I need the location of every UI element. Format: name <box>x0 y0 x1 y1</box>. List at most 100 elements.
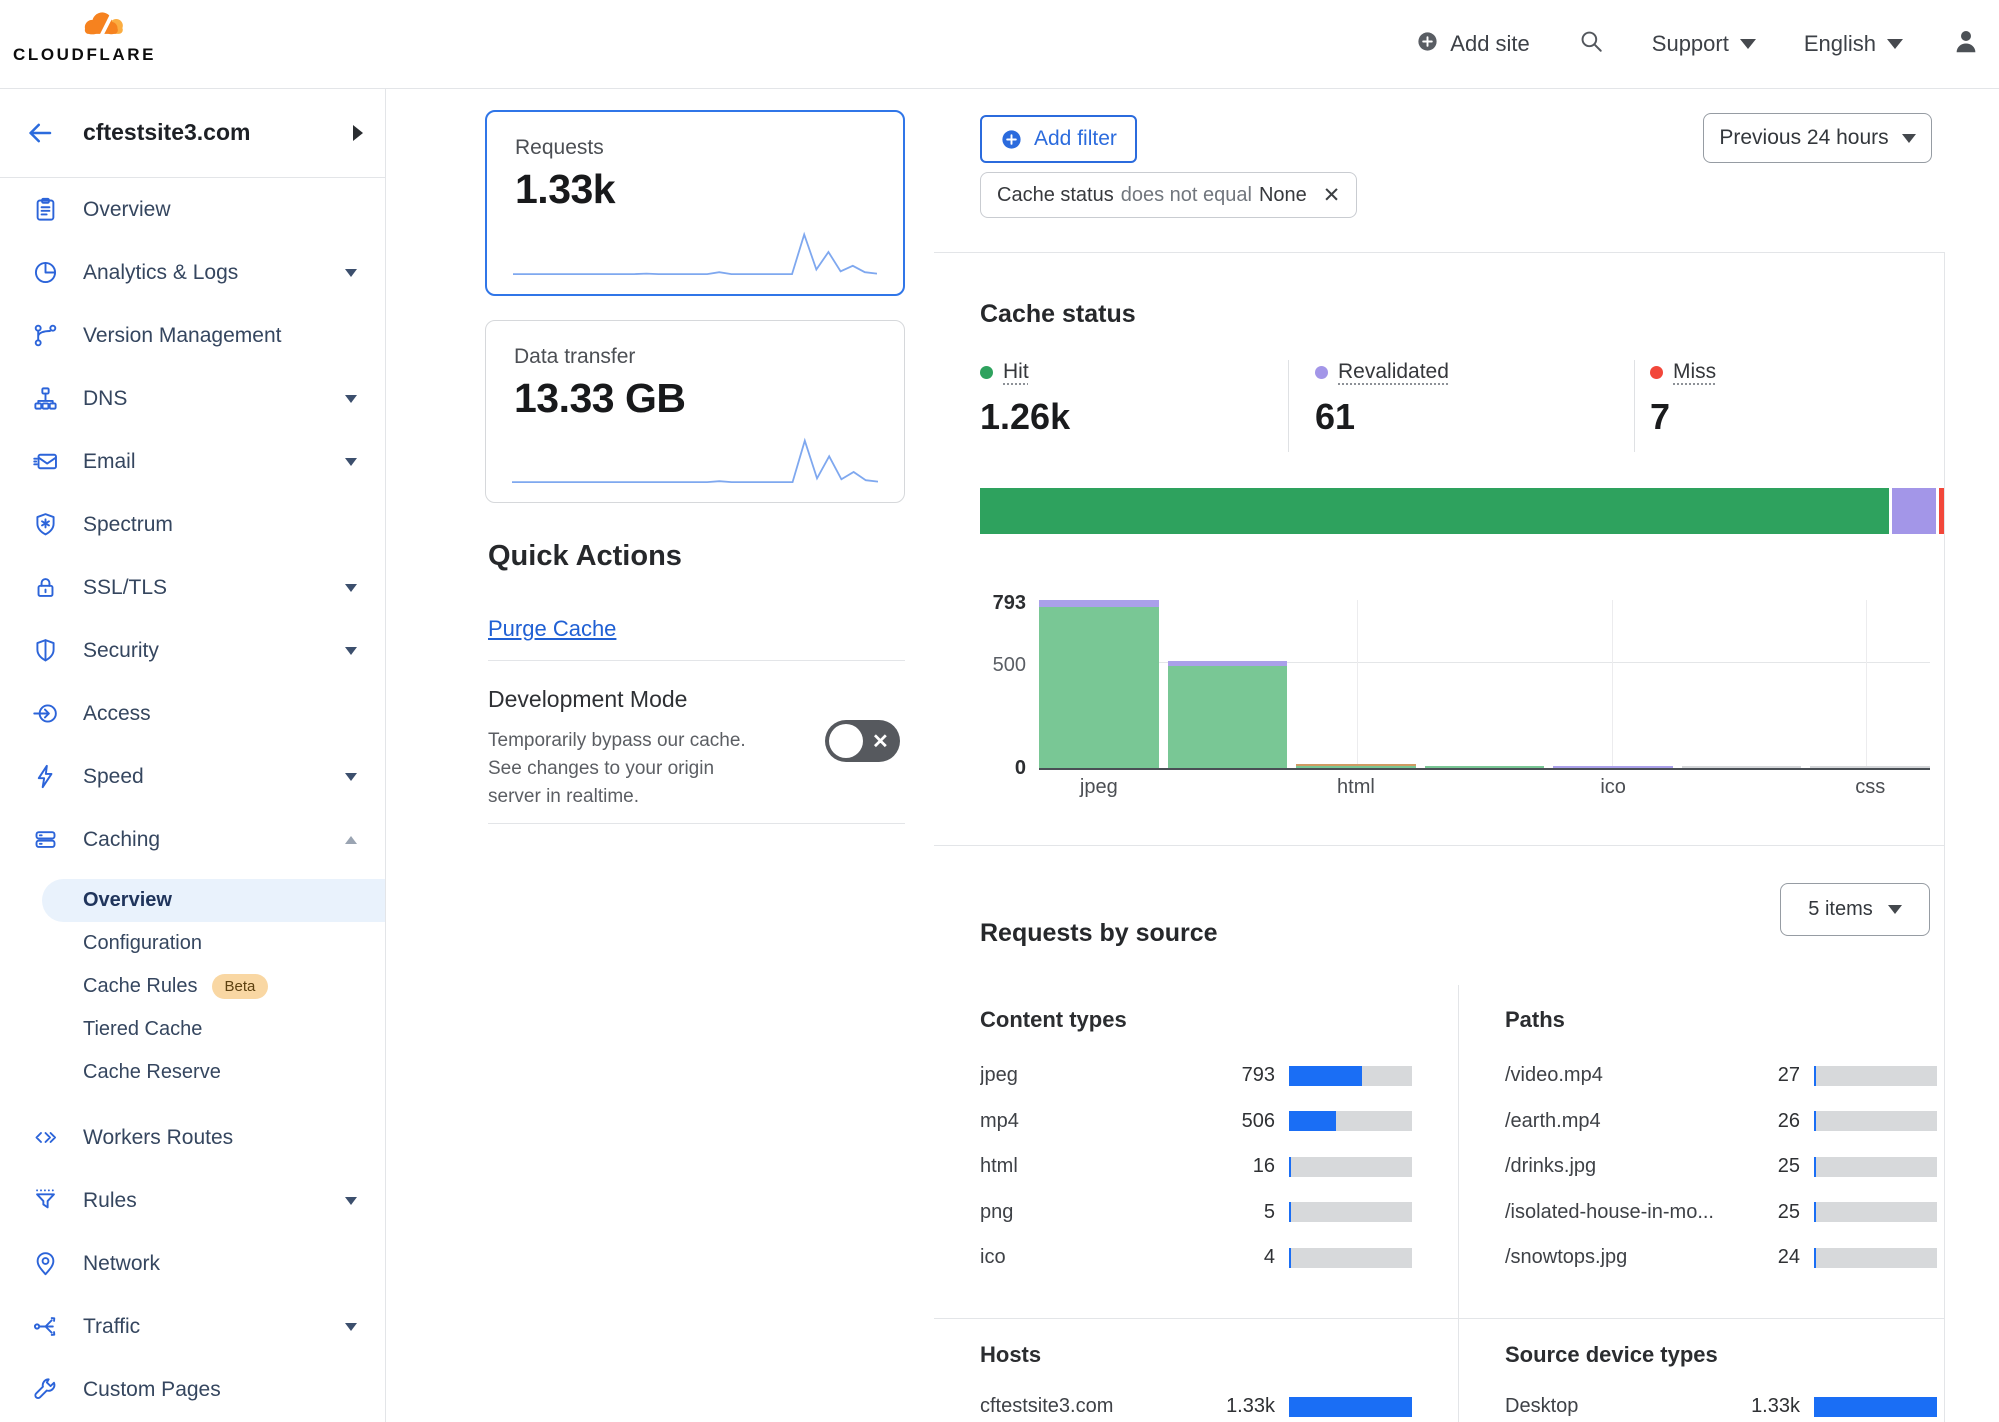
sidebar-subitem-cache-rules[interactable]: Cache Rules Beta <box>0 965 385 1008</box>
hosts-devices-panel: Hosts cftestsite3.com 1.33k Source device t… <box>934 1318 1944 1422</box>
sidebar-item-label: Security <box>83 638 159 662</box>
x-tick-empty <box>1425 776 1545 799</box>
row-bar-fill <box>1289 1396 1412 1417</box>
filter-field: Cache status <box>997 183 1114 206</box>
add-filter-button[interactable]: Add filter <box>980 115 1137 163</box>
requests-metric-card[interactable]: Requests 1.33k <box>485 110 905 296</box>
cloudflare-logo[interactable]: CLOUDFLARE <box>13 5 173 65</box>
revalidated-label[interactable]: Revalidated <box>1338 360 1449 383</box>
sidebar-item-network[interactable]: Network <box>0 1232 385 1295</box>
table-row-earth-mp4[interactable]: /earth.mp4 26 <box>1505 1099 1937 1145</box>
table-row-video-mp4[interactable]: /video.mp4 27 <box>1505 1053 1937 1099</box>
revalidated-value: 61 <box>1315 396 1356 437</box>
sidebar-subitem-overview[interactable]: Overview <box>42 879 385 922</box>
sidebar-subitem-tiered-cache[interactable]: Tiered Cache <box>0 1008 385 1051</box>
table-row-jpeg[interactable]: jpeg 793 <box>980 1053 1412 1099</box>
gridline-vertical <box>1611 600 1613 768</box>
table-row-drinks-jpg[interactable]: /drinks.jpg 25 <box>1505 1144 1937 1190</box>
miss-label[interactable]: Miss <box>1673 360 1717 383</box>
sidebar-item-speed[interactable]: Speed <box>0 745 385 808</box>
row-value: 25 <box>1777 1155 1800 1178</box>
sidebar-item-email[interactable]: Email <box>0 430 385 493</box>
user-icon <box>1951 26 1981 62</box>
row-value: 26 <box>1777 1109 1800 1132</box>
table-row-png[interactable]: png 5 <box>980 1190 1412 1236</box>
sidebar-subitem-configuration[interactable]: Configuration <box>0 922 385 965</box>
sidebar-subitem-label: Cache Rules <box>83 975 198 997</box>
table-row-html[interactable]: html 16 <box>980 1144 1412 1190</box>
sidebar-item-label: DNS <box>83 386 128 410</box>
sidebar-item-analytics-logs[interactable]: Analytics & Logs <box>0 241 385 304</box>
search-button[interactable] <box>1578 28 1604 60</box>
chevron-down-icon <box>345 583 357 592</box>
table-source-device-types: Source device types Desktop 1.33k <box>1505 1332 1937 1422</box>
table-row-cftestsite3-com[interactable]: cftestsite3.com 1.33k <box>980 1384 1412 1422</box>
bar-segment-hit <box>1296 766 1416 768</box>
analytics-icon <box>32 259 59 286</box>
sidebar-item-version-management[interactable]: Version Management <box>0 304 385 367</box>
add-site-button[interactable]: Add site <box>1416 30 1530 59</box>
requests-by-source-panel: Requests by source 5 items Content types… <box>934 845 1944 1319</box>
row-bar-fill <box>1289 1065 1362 1086</box>
sidebar-item-dns[interactable]: DNS <box>0 367 385 430</box>
sidebar-item-label: Analytics & Logs <box>83 260 239 284</box>
row-label: /video.mp4 <box>1505 1064 1603 1087</box>
sidebar-item-caching[interactable]: Caching <box>0 808 385 871</box>
hit-label[interactable]: Hit <box>1003 360 1029 383</box>
chevron-down-icon <box>1739 39 1756 49</box>
filter-chip[interactable]: Cache status does not equal None ✕ <box>980 172 1358 218</box>
chip-close-icon[interactable]: ✕ <box>1322 183 1341 207</box>
development-mode-toggle[interactable]: ✕ <box>825 720 900 762</box>
row-value: 506 <box>1241 1109 1275 1132</box>
table-title: Source device types <box>1505 1342 1718 1367</box>
sidebar-item-access[interactable]: Access <box>0 682 385 745</box>
sidebar-item-label: Access <box>83 701 151 725</box>
hit-value: 1.26k <box>980 396 1071 437</box>
version-management-icon <box>32 322 59 349</box>
table-row-mp4[interactable]: mp4 506 <box>980 1099 1412 1145</box>
data-transfer-metric-card[interactable]: Data transfer 13.33 GB <box>485 320 905 503</box>
row-bar-fill <box>1289 1202 1291 1223</box>
bar-segment-miss <box>1296 764 1416 766</box>
language-menu[interactable]: English <box>1804 31 1903 57</box>
items-count-dropdown[interactable]: 5 items <box>1780 883 1930 936</box>
row-bar-fill <box>1814 1111 1816 1132</box>
rules-icon <box>32 1187 59 1214</box>
purge-cache-link[interactable]: Purge Cache <box>488 616 617 641</box>
sidebar-bottom-group: Workers Routes Rules Network Traffic Custom … <box>0 1106 385 1421</box>
sidebar-item-rules[interactable]: Rules <box>0 1169 385 1232</box>
row-bar-track <box>1814 1396 1937 1417</box>
user-menu[interactable] <box>1951 26 1981 62</box>
sidebar-item-label: Workers Routes <box>83 1125 234 1149</box>
sidebar-item-workers-routes[interactable]: Workers Routes <box>0 1106 385 1169</box>
cache-status-legend: Hit 1.26k Revalidated 61 Miss 7 <box>934 360 1944 460</box>
sidebar-item-traffic[interactable]: Traffic <box>0 1295 385 1358</box>
sidebar-item-label: Version Management <box>83 323 282 347</box>
sidebar-item-label: Rules <box>83 1188 137 1212</box>
table-row-desktop[interactable]: Desktop 1.33k <box>1505 1384 1937 1422</box>
chevron-down-icon <box>345 1196 357 1205</box>
table-row-ico[interactable]: ico 4 <box>980 1235 1412 1281</box>
chevron-right-icon[interactable] <box>353 124 363 141</box>
analytics-main: Add filter Cache status does not equal N… <box>934 88 1999 1422</box>
support-menu[interactable]: Support <box>1652 31 1756 57</box>
table-row-isolated-house-in-mo[interactable]: /isolated-house-in-mo... 25 <box>1505 1190 1937 1236</box>
access-icon <box>32 700 59 727</box>
sidebar-subitem-cache-reserve[interactable]: Cache Reserve <box>0 1051 385 1094</box>
search-icon <box>1578 28 1604 60</box>
sidebar-item-custom-pages[interactable]: Custom Pages <box>0 1358 385 1421</box>
workers-routes-icon <box>32 1124 59 1151</box>
sidebar-item-ssl-tls[interactable]: SSL/TLS <box>0 556 385 619</box>
chevron-down-icon <box>345 268 357 277</box>
toggle-knob <box>829 724 863 758</box>
sidebar-item-security[interactable]: Security <box>0 619 385 682</box>
security-icon <box>32 637 59 664</box>
sidebar-item-label: SSL/TLS <box>83 575 168 599</box>
header-actions: Add site Support English <box>1416 0 1981 88</box>
x-axis-baseline <box>1039 768 1930 770</box>
sidebar-item-spectrum[interactable]: Spectrum <box>0 493 385 556</box>
table-row-snowtops-jpg[interactable]: /snowtops.jpg 24 <box>1505 1235 1937 1281</box>
back-arrow-icon[interactable] <box>25 118 55 148</box>
sidebar-item-overview[interactable]: Overview <box>0 178 385 241</box>
time-range-dropdown[interactable]: Previous 24 hours <box>1703 113 1932 163</box>
